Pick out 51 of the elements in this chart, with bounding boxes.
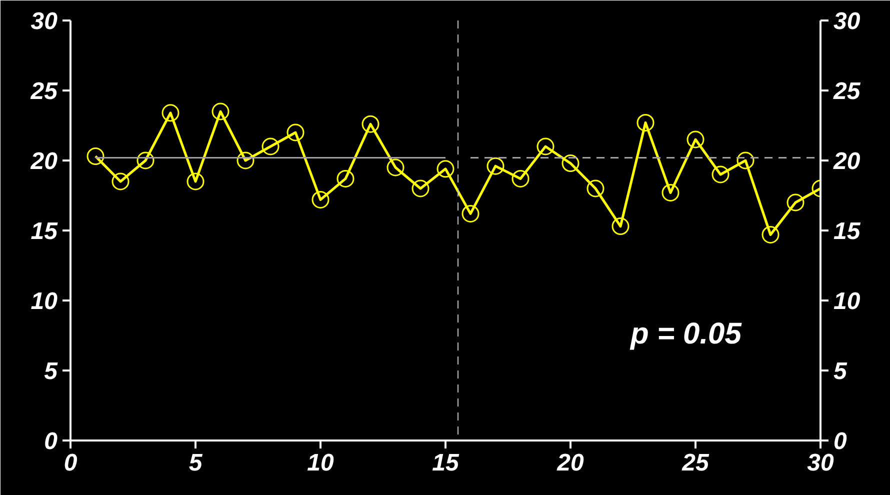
y2-tick-label: 5: [834, 358, 848, 385]
y2-tick-label: 0: [834, 428, 848, 455]
point: [312, 190, 330, 208]
y-tick-label: 30: [30, 8, 58, 35]
point: [736, 152, 754, 170]
point: [386, 158, 404, 176]
x-tick-label: 10: [307, 450, 334, 476]
point: [412, 180, 430, 198]
y-tick-label: 25: [30, 78, 58, 105]
x-tick-label: 25: [681, 450, 710, 476]
point: [136, 152, 154, 170]
point: [512, 170, 530, 188]
annotation: p = 0.05: [630, 318, 743, 350]
point: [562, 154, 580, 172]
x-tick-label: 20: [556, 450, 584, 476]
y-tick-label: 0: [44, 428, 58, 455]
point: [486, 157, 504, 175]
point: [186, 172, 204, 190]
point: [212, 102, 230, 120]
y2-tick-label: 25: [832, 78, 861, 105]
x-tick-label: 30: [807, 450, 834, 476]
y2-tick-label: 15: [834, 218, 861, 245]
y-tick-label: 15: [30, 218, 58, 245]
x-tick-label: 15: [432, 450, 460, 476]
point: [686, 130, 704, 148]
point: [786, 194, 804, 212]
point: [236, 152, 254, 170]
point: [286, 124, 304, 142]
point: [436, 160, 454, 178]
y2-tick-label: 30: [834, 8, 861, 35]
point: [162, 104, 180, 122]
y-tick-label: 10: [30, 288, 58, 315]
point: [86, 148, 104, 166]
x-tick-label: 0: [64, 450, 78, 476]
point: [586, 180, 604, 198]
point: [612, 218, 630, 236]
point: [636, 114, 654, 132]
y2-tick-label: 20: [832, 148, 861, 175]
point: [112, 172, 130, 190]
y2-tick-label: 10: [834, 288, 861, 315]
point: [536, 138, 554, 156]
point: [662, 184, 680, 202]
point: [712, 166, 730, 184]
point: [336, 170, 354, 188]
y-tick-label: 5: [44, 358, 58, 385]
point: [462, 204, 480, 222]
x-tick-label: 5: [188, 450, 203, 476]
point: [262, 138, 280, 156]
point: [762, 226, 780, 244]
y-tick-label: 20: [30, 148, 58, 175]
point: [362, 115, 380, 133]
